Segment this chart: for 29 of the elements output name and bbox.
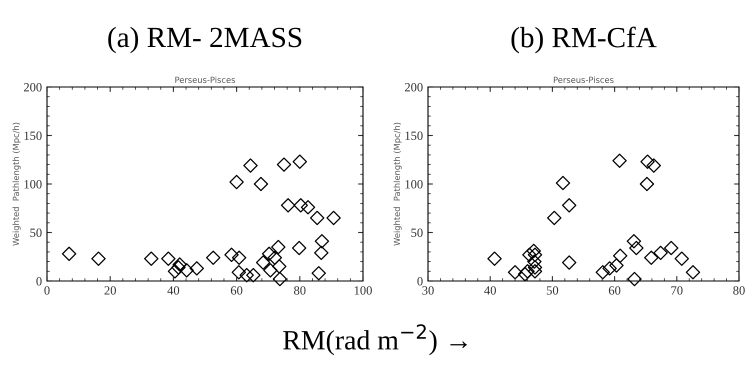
y-tick-label: 50 [411, 228, 423, 237]
y-tick-label: 100 [405, 180, 423, 188]
x-tick-label: 80 [294, 286, 306, 295]
x-tick-label: 70 [671, 286, 683, 295]
y-tick-label: 200 [404, 83, 423, 92]
x-tick-label: 30 [422, 286, 434, 295]
y-tick-label: 100 [24, 180, 42, 188]
x-tick-label: 0 [44, 286, 50, 295]
chart-title: (b) RM-CfA [511, 26, 657, 54]
x-tick-label: 60 [608, 286, 620, 295]
y-axis-title: Weighted Pathlength (Mpc/h) [394, 122, 402, 246]
chart-title: (a) RM- 2MASS [108, 26, 302, 54]
x-tick-label: 80 [733, 286, 745, 295]
y-tick-label: 50 [30, 228, 42, 237]
chart-subtitle: Perseus-Pisces [175, 76, 236, 83]
x-tick-label: 40 [167, 286, 180, 295]
text: RM(rad m$^{−2}$) → [283, 324, 467, 356]
y-tick-label: 150 [24, 132, 42, 140]
x-tick-label: 60 [230, 286, 242, 295]
x-tick-label: 100 [354, 286, 372, 295]
y-tick-label: 0 [417, 277, 423, 286]
x-tick-label: 50 [546, 286, 558, 295]
y-tick-label: 150 [405, 132, 423, 140]
chart-subtitle: Perseus-Pisces [554, 76, 614, 83]
x-tick-label: 40 [484, 286, 496, 295]
x-tick-label: 20 [104, 286, 116, 295]
y-axis-title: Weighted Pathlength (Mpc/h) [12, 122, 21, 246]
y-tick-label: 200 [24, 83, 42, 92]
y-tick-label: 0 [36, 277, 42, 286]
